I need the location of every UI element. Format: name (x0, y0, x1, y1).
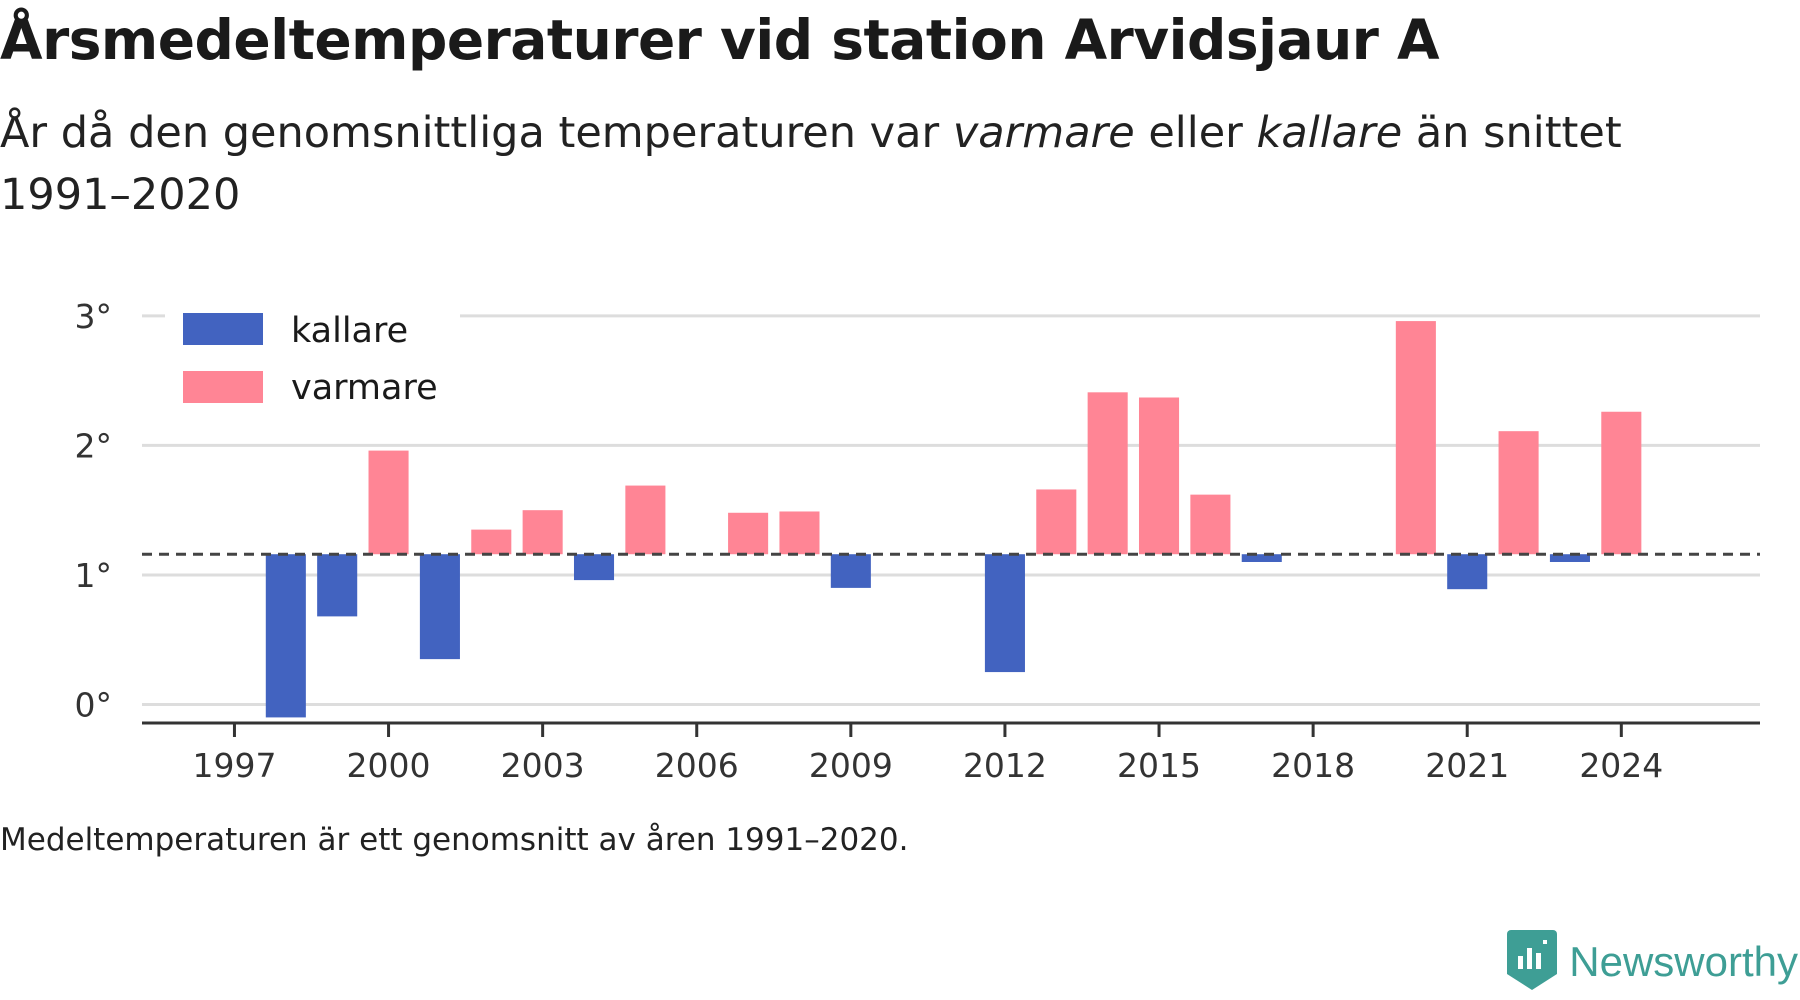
y-tick-label: 0° (75, 685, 113, 724)
legend: kallare varmare (165, 296, 460, 426)
bar-2004 (573, 554, 615, 581)
x-tick-label: 2018 (1271, 746, 1355, 785)
chart-title: Årsmedeltemperaturer vid station Arvidsj… (0, 8, 1440, 72)
subtitle-part-2: eller (1134, 108, 1257, 158)
legend-label-varmare: varmare (291, 368, 438, 408)
legend-label-kallare: kallare (291, 311, 408, 351)
newsworthy-logo-icon (1507, 930, 1558, 994)
bar-2014 (1087, 392, 1128, 555)
bar-2003 (522, 510, 563, 555)
bar-2000 (368, 450, 409, 555)
bar-2002 (471, 529, 512, 555)
bar-2001 (419, 554, 460, 660)
subtitle-cold-word: kallare (1256, 108, 1403, 158)
bar-chart: 1997 2000 2003 2006 2009 2012 2015 2018 2021 2024… (75, 296, 1760, 785)
bar-2005 (625, 485, 666, 555)
bar-2015 (1138, 397, 1180, 555)
x-tick-label: 1997 (192, 746, 276, 785)
subtitle-part-1: År då den genomsnittliga temperaturen va… (0, 108, 953, 158)
x-tick-label: 2009 (809, 746, 893, 785)
bar-1999 (317, 554, 358, 617)
x-tick-label: 2015 (1117, 746, 1201, 785)
subtitle-part-3: än snittet 1991–2020 (0, 108, 1622, 220)
bar-2009 (830, 554, 871, 588)
bar-2022 (1498, 431, 1539, 555)
bar-2024 (1601, 411, 1642, 555)
x-tick-label: 2000 (347, 746, 431, 785)
x-axis: 1997 2000 2003 2006 2009 2012 2015 2018 2021 2024 (142, 721, 1760, 785)
y-axis-labels: 0° 1° 2° 3° (75, 297, 113, 725)
legend-swatch-varmare (183, 371, 263, 403)
bars (265, 321, 1642, 718)
y-tick-label: 3° (75, 297, 113, 336)
y-tick-label: 2° (75, 426, 113, 465)
bar-1998 (265, 554, 306, 718)
bar-2012 (984, 554, 1025, 673)
legend-swatch-kallare (183, 313, 263, 345)
x-tick-label: 2021 (1425, 746, 1509, 785)
brand-name: Newsworthy (1569, 938, 1798, 985)
bar-2021 (1447, 554, 1488, 590)
bar-2013 (1036, 489, 1077, 555)
brand-logo[interactable]: Newsworthy (1507, 930, 1798, 994)
x-tick-label: 2006 (655, 746, 739, 785)
x-tick-label: 2012 (963, 746, 1047, 785)
chart-subtitle: År då den genomsnittliga temperaturen va… (0, 102, 1740, 226)
bar-2017 (1241, 554, 1282, 562)
bar-2016 (1190, 494, 1231, 555)
bar-2023 (1549, 554, 1590, 562)
x-tick-label: 2024 (1579, 746, 1663, 785)
x-tick-label: 2003 (501, 746, 585, 785)
bar-2008 (779, 511, 820, 555)
y-tick-label: 1° (75, 556, 113, 595)
subtitle-warm-word: varmare (952, 108, 1135, 158)
bar-2007 (728, 512, 769, 555)
footnote: Medeltemperaturen är ett genomsnitt av å… (0, 822, 909, 858)
bar-2020 (1395, 321, 1436, 555)
